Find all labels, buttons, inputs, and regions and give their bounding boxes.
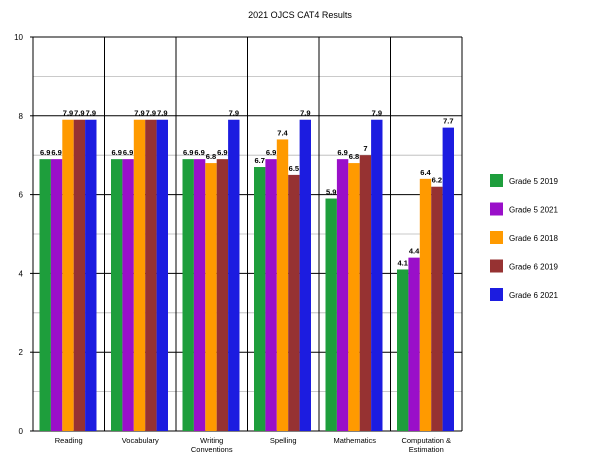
data-label: 6.9: [40, 148, 50, 157]
data-label: 7.4: [277, 128, 288, 137]
legend-label: Grade 6 2018: [509, 234, 558, 243]
bar: [431, 186, 443, 431]
bar: [228, 119, 240, 432]
data-label: 6.8: [206, 152, 216, 161]
bar: [276, 139, 289, 431]
bar: [85, 119, 97, 432]
data-label: 6.4: [420, 168, 431, 177]
y-tick-label: 0: [19, 427, 24, 436]
bar: [348, 163, 360, 431]
axes: 0 2 4 6 8 10 Reading Vocabulary WritingConventio…: [14, 33, 451, 454]
data-label: 7.7: [443, 117, 453, 126]
bar: [397, 269, 409, 431]
legend-swatch: [490, 231, 503, 244]
bar: [133, 119, 146, 432]
data-label: 7.9: [229, 109, 239, 118]
x-tick-label: Spelling: [270, 436, 297, 445]
bar: [193, 159, 206, 431]
bar: [50, 159, 63, 431]
y-tick-label: 2: [19, 348, 24, 357]
data-label: 6.9: [217, 148, 227, 157]
data-label: 6.9: [266, 148, 276, 157]
bar: [419, 178, 432, 431]
data-labels: 6.9 6.9 6.96.75.94.16.9 6.9 6.9 6.9 6.94.47.9 7…: [40, 109, 454, 268]
legend-swatch: [490, 202, 503, 216]
data-label: 4.1: [397, 258, 407, 267]
data-label: 7.9: [86, 109, 96, 118]
x-tick-label: Estimation: [409, 445, 444, 454]
bar: [182, 159, 194, 431]
x-tick-label: Writing: [200, 436, 223, 445]
y-tick-label: 6: [19, 191, 24, 200]
bar: [442, 127, 454, 432]
bar: [39, 159, 51, 431]
x-tick-label: Mathematics: [333, 436, 376, 445]
bar: [216, 159, 229, 431]
data-label: 6.5: [289, 164, 299, 173]
bar: [73, 119, 86, 432]
legend-label: Grade 6 2021: [509, 291, 558, 300]
legend-swatch: [490, 259, 503, 273]
x-tick-label: Computation &: [401, 436, 451, 445]
data-label: 4.4: [409, 247, 420, 256]
data-label: 7.9: [74, 109, 84, 118]
bar: [111, 159, 123, 431]
data-label: 7.9: [157, 109, 167, 118]
bar: [371, 119, 383, 432]
data-label: 6.9: [183, 148, 193, 157]
data-label: 6.9: [337, 148, 347, 157]
legend-label: Grade 6 2019: [509, 263, 558, 272]
chart-title: 2021 OJCS CAT4 Results: [248, 10, 352, 20]
bar: [359, 155, 372, 431]
data-label: 6.9: [194, 148, 204, 157]
bar: [299, 119, 311, 432]
data-label: 6.2: [432, 176, 442, 185]
data-label: 7.9: [300, 109, 310, 118]
legend-label: Grade 5 2021: [509, 206, 558, 215]
bar: [408, 257, 420, 431]
data-label: 7: [363, 144, 367, 153]
y-tick-label: 10: [14, 33, 23, 42]
bar: [336, 159, 349, 431]
x-tick-label: Reading: [55, 436, 83, 445]
bar: [254, 167, 266, 431]
legend-label: Grade 5 2019: [509, 177, 558, 186]
x-tick-label: Vocabulary: [122, 436, 159, 445]
bar: [62, 119, 74, 432]
data-label: 5.9: [326, 188, 336, 197]
data-label: 7.9: [63, 109, 73, 118]
data-label: 7.9: [372, 109, 382, 118]
legend: Grade 5 2019 Grade 5 2021 Grade 6 2018 Grad…: [490, 174, 558, 301]
bar: [122, 159, 134, 431]
data-label: 6.9: [123, 148, 133, 157]
bar: [325, 198, 337, 431]
y-tick-label: 4: [19, 269, 24, 278]
bar: [265, 159, 277, 431]
bar: [145, 119, 157, 432]
data-label: 6.8: [349, 152, 359, 161]
bar: [205, 163, 217, 431]
legend-swatch: [490, 288, 503, 301]
data-label: 7.9: [146, 109, 156, 118]
y-tick-label: 8: [19, 112, 24, 121]
data-label: 6.7: [254, 156, 264, 165]
bar: [156, 119, 168, 432]
x-tick-label: Conventions: [191, 445, 233, 454]
grid-lines: [32, 36, 463, 432]
legend-swatch: [490, 174, 503, 187]
bar: [288, 174, 300, 431]
data-label: 6.9: [51, 148, 61, 157]
bars: [39, 119, 454, 432]
data-label: 6.9: [111, 148, 121, 157]
data-label: 7.9: [134, 109, 144, 118]
